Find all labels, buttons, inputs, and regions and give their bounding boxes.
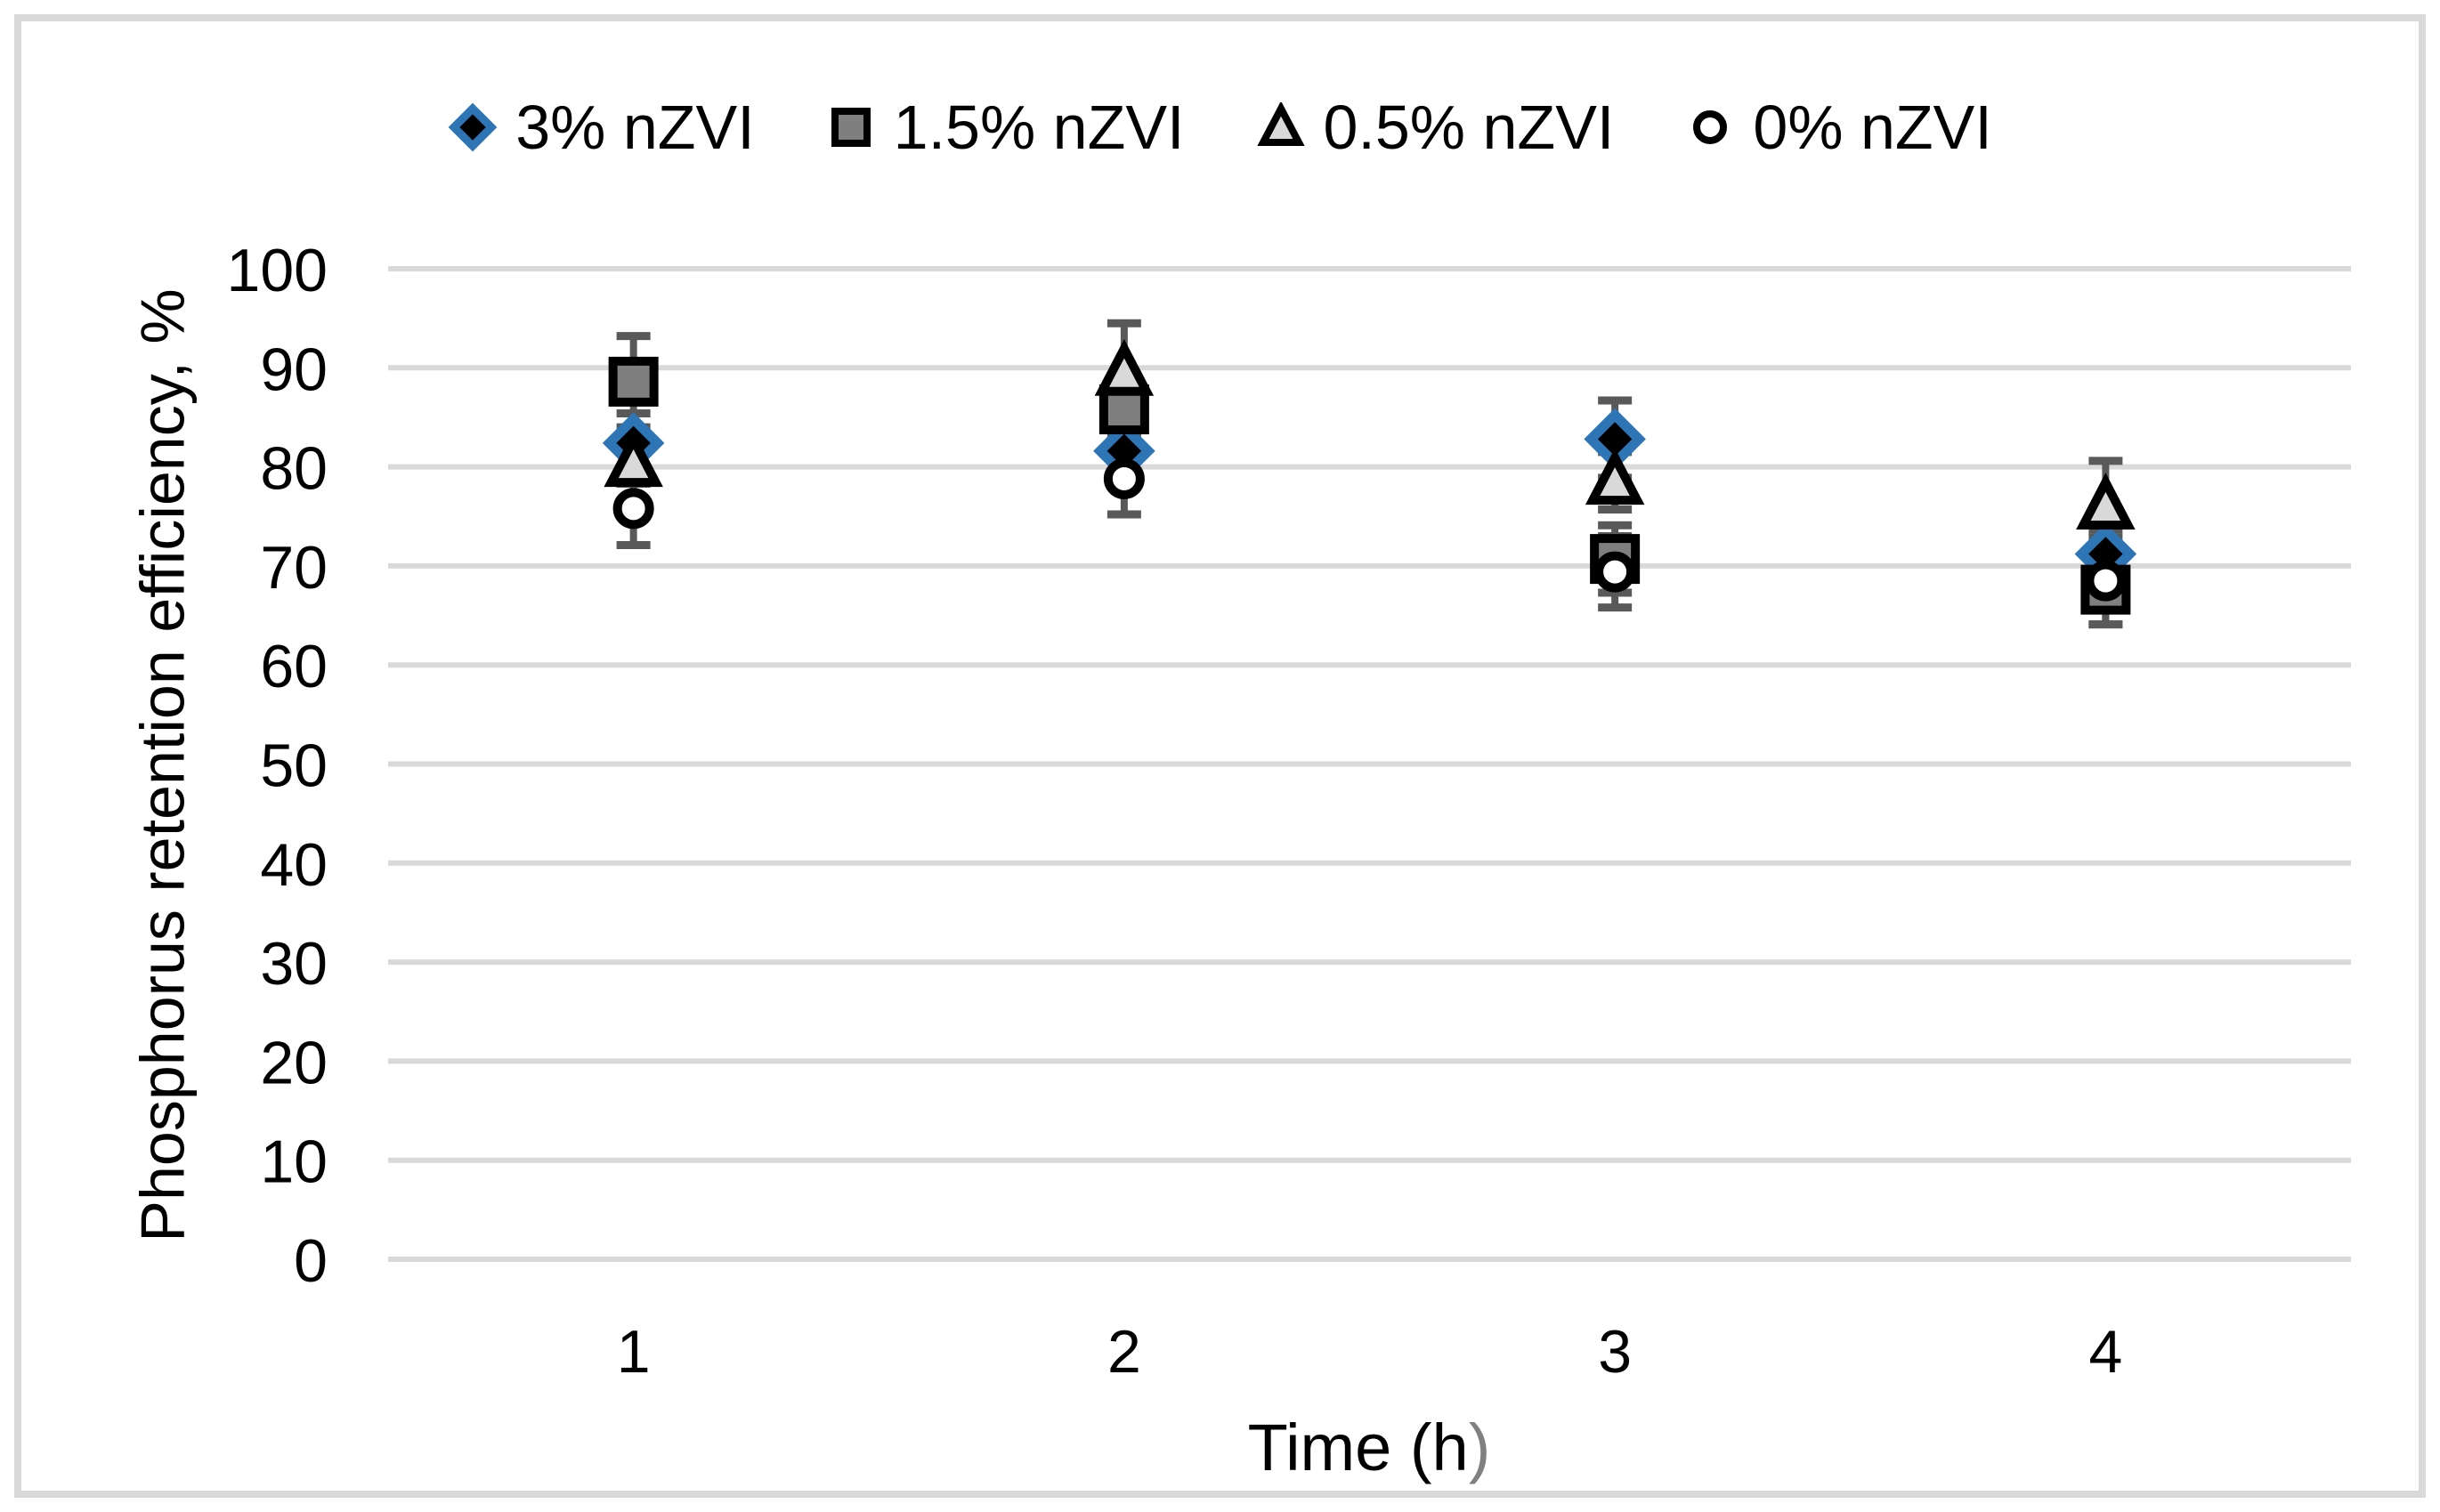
legend-marker-triangle-icon (1256, 102, 1305, 146)
legend: 3% nZVI 1.5% nZVI 0.5% nZVI 0% nZVI (0, 93, 2440, 162)
y-tick-label: 90 (260, 336, 328, 403)
legend-item-2: 0.5% nZVI (1256, 93, 1615, 162)
diamond-glyph (448, 102, 498, 152)
legend-marker-diamond-icon (448, 102, 498, 152)
y-tick-label: 100 (227, 237, 328, 304)
y-tick-label: 50 (260, 732, 328, 800)
x-axis-title-paren: ) (1468, 1411, 1491, 1484)
legend-marker-square-icon (831, 108, 871, 147)
x-tick-label: 1 (617, 1318, 651, 1386)
data-point-circle (1594, 551, 1636, 593)
triangle-glyph (1256, 102, 1305, 146)
data-point-triangle (1585, 448, 1645, 505)
data-point-circle (1103, 457, 1145, 499)
x-axis-title-text: Time (h (1247, 1411, 1469, 1484)
y-tick-label: 0 (294, 1227, 328, 1295)
x-tick-label: 3 (1598, 1318, 1632, 1386)
x-tick-label: 4 (2088, 1318, 2122, 1386)
legend-marker-circle-icon (1693, 110, 1728, 144)
legend-item-1: 1.5% nZVI (826, 93, 1185, 162)
data-point-square (608, 356, 659, 407)
data-point-triangle (604, 430, 663, 488)
data-point-circle (612, 488, 654, 530)
legend-item-0: 3% nZVI (448, 93, 755, 162)
y-axis-title: Phosphorus retention efficiency, % (127, 288, 198, 1242)
legend-item-3: 0% nZVI (1685, 93, 1992, 162)
x-tick-label: 2 (1107, 1318, 1141, 1386)
square-glyph (831, 108, 871, 147)
x-axis-title: Time (h) (1013, 1411, 1725, 1484)
data-point-triangle (1094, 338, 1155, 396)
y-tick-label: 20 (260, 1029, 328, 1096)
legend-label: 3% nZVI (515, 93, 755, 162)
y-tick-label: 80 (260, 435, 328, 503)
y-tick-label: 40 (260, 831, 328, 899)
y-tick-label: 60 (260, 633, 328, 700)
circle-glyph (1693, 110, 1728, 144)
legend-label: 0.5% nZVI (1323, 93, 1615, 162)
data-point-circle (2085, 560, 2127, 602)
legend-label: 0% nZVI (1753, 93, 1992, 162)
y-tick-label: 70 (260, 534, 328, 602)
data-point-triangle (2076, 473, 2136, 530)
legend-label: 1.5% nZVI (893, 93, 1185, 162)
y-tick-label: 30 (260, 930, 328, 998)
y-tick-label: 10 (260, 1128, 328, 1196)
